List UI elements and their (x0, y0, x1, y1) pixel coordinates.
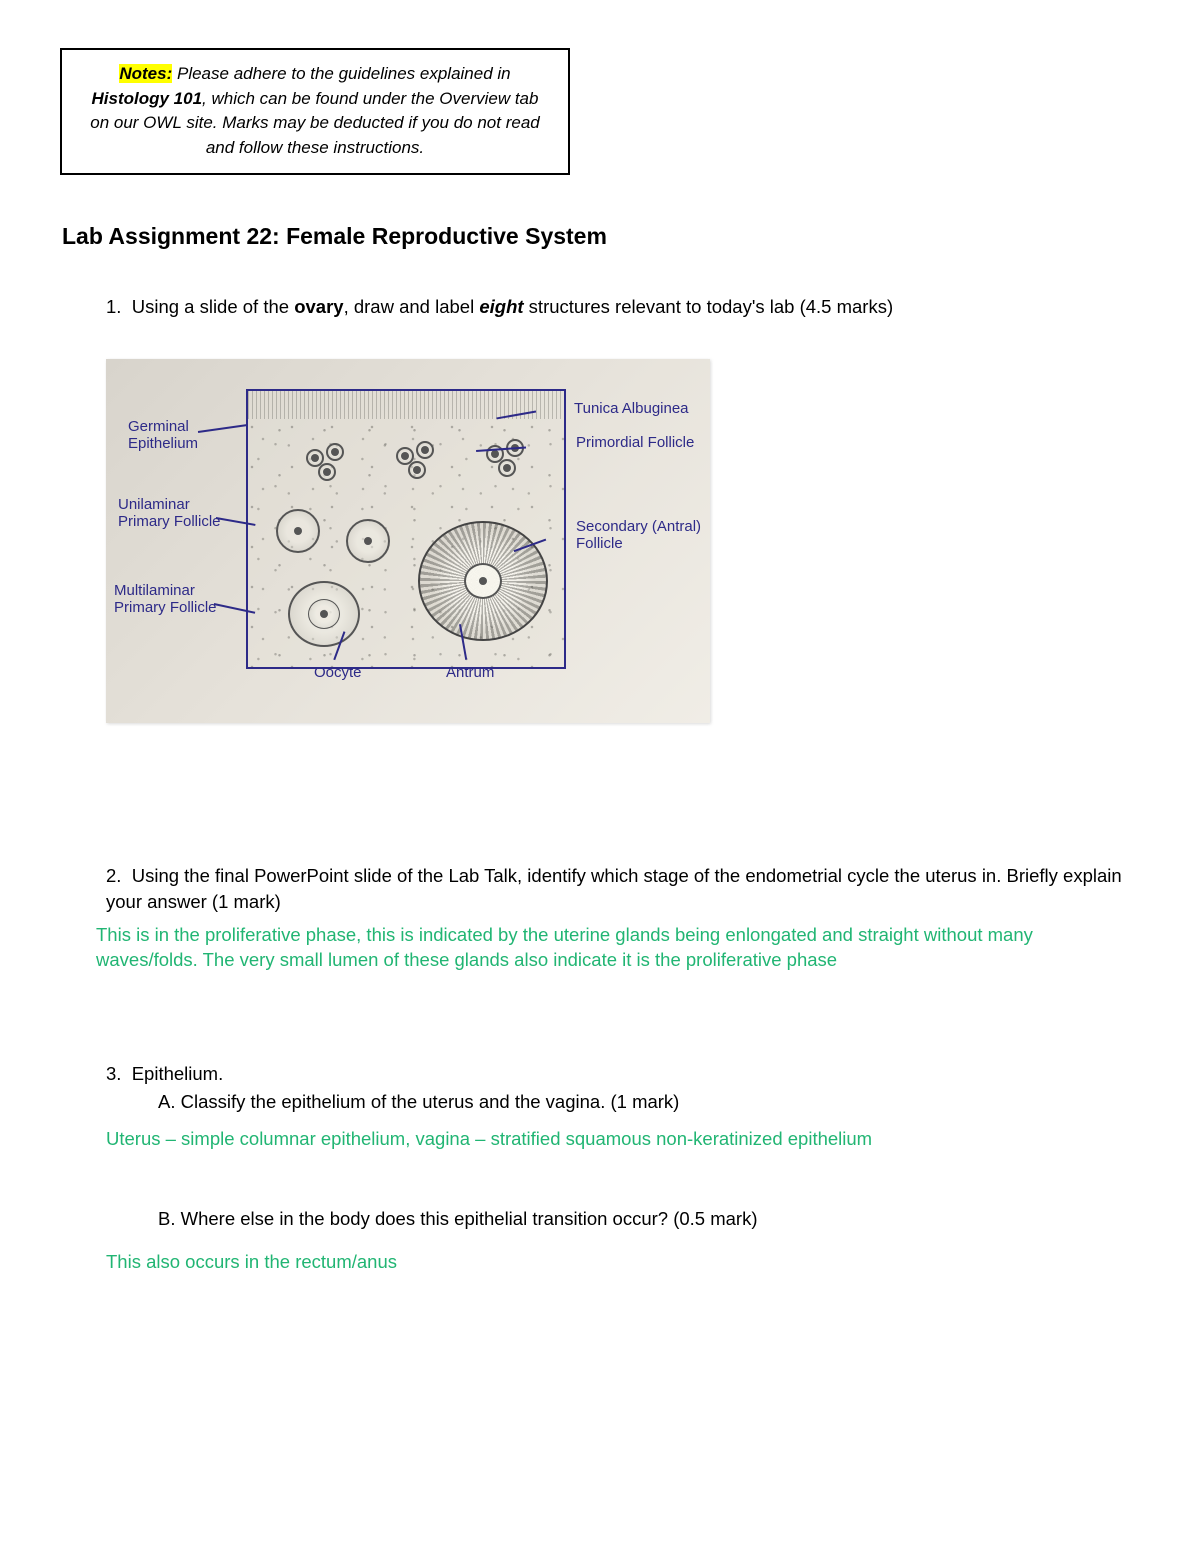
page-title: Lab Assignment 22: Female Reproductive S… (62, 223, 1140, 250)
q2-text: Using the final PowerPoint slide of the … (106, 865, 1122, 912)
secondary-follicle (418, 521, 548, 641)
notes-text-1: Please adhere to the guidelines explaine… (172, 64, 510, 83)
q1-number: 1. (106, 296, 121, 317)
q3-part-a: A. Classify the epithelium of the uterus… (158, 1091, 1140, 1113)
q1-ovary: ovary (294, 296, 343, 317)
label-multilaminar: Multilaminar Primary Follicle (114, 583, 217, 616)
drawing-frame (246, 389, 566, 669)
q1-post: structures relevant to today's lab (4.5 … (524, 296, 894, 317)
notes-histology: Histology 101 (92, 89, 203, 108)
leader-germinal (198, 425, 248, 433)
q3-answer-a: Uterus – simple columnar epithelium, vag… (106, 1127, 1080, 1152)
oocyte-circle (464, 563, 502, 599)
q1-pre: Using a slide of the (132, 296, 294, 317)
q1-mid: , draw and label (344, 296, 480, 317)
label-oocyte: Oocyte (314, 665, 362, 682)
multilaminar-follicle (288, 581, 360, 647)
q2-number: 2. (106, 865, 121, 886)
q3-number: 3. (106, 1063, 121, 1084)
label-secondary: Secondary (Antral) Follicle (576, 519, 701, 552)
label-primordial: Primordial Follicle (576, 435, 694, 452)
label-antrum: Antrum (446, 665, 494, 682)
notes-label: Notes: (119, 64, 172, 83)
q2-answer: This is in the proliferative phase, this… (96, 923, 1080, 973)
label-unilaminar: Unilaminar Primary Follicle (118, 497, 221, 530)
q3-part-b: B. Where else in the body does this epit… (158, 1208, 1140, 1230)
label-tunica: Tunica Albuginea (574, 401, 689, 418)
question-1: 1. Using a slide of the ovary, draw and … (106, 294, 1140, 320)
q1-eight: eight (479, 296, 523, 317)
q3-answer-b: This also occurs in the rectum/anus (106, 1250, 1080, 1275)
ovary-drawing: Germinal Epithelium Tunica Albuginea Pri… (106, 359, 710, 723)
q3-title-text: Epithelium. (132, 1063, 224, 1084)
question-2: 2. Using the final PowerPoint slide of t… (106, 863, 1140, 915)
notes-box: Notes: Please adhere to the guidelines e… (60, 48, 570, 175)
question-3: 3. Epithelium. (106, 1063, 1140, 1085)
label-germinal: Germinal Epithelium (128, 419, 198, 452)
